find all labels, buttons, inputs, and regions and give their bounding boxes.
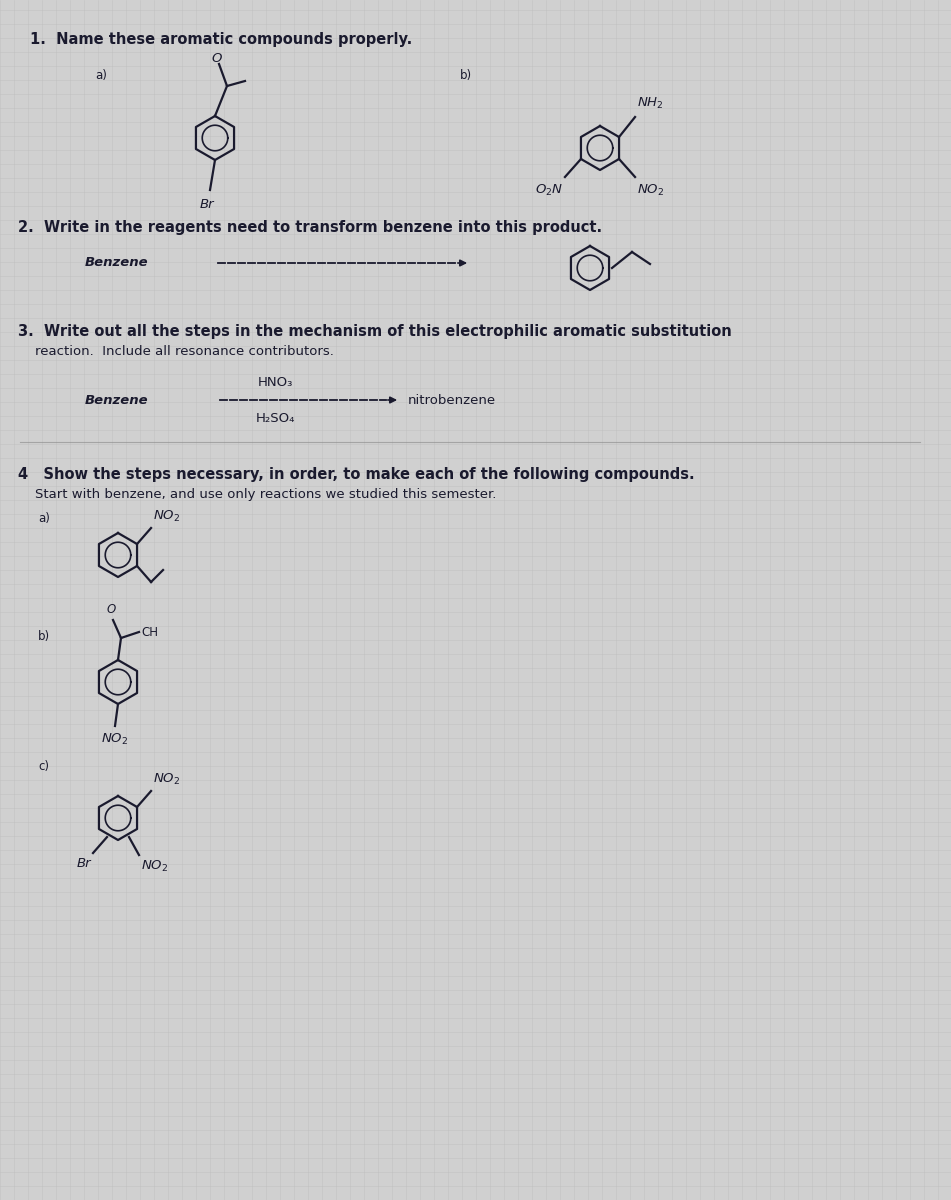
Text: a): a) (38, 512, 49, 526)
Text: $NO_2$: $NO_2$ (153, 772, 181, 787)
Text: $NO_2$: $NO_2$ (102, 732, 128, 748)
Text: 3.  Write out all the steps in the mechanism of this electrophilic aromatic subs: 3. Write out all the steps in the mechan… (18, 324, 731, 338)
Text: reaction.  Include all resonance contributors.: reaction. Include all resonance contribu… (18, 346, 334, 358)
Text: $NO_2$: $NO_2$ (637, 182, 665, 198)
Text: HNO₃: HNO₃ (258, 376, 293, 389)
Text: c): c) (38, 760, 49, 773)
Text: $NH_2$: $NH_2$ (637, 96, 664, 110)
Text: Br: Br (76, 857, 91, 870)
Text: Start with benzene, and use only reactions we studied this semester.: Start with benzene, and use only reactio… (18, 488, 496, 502)
Text: O: O (212, 52, 223, 65)
Text: H₂SO₄: H₂SO₄ (255, 412, 295, 425)
Text: Benzene: Benzene (85, 394, 148, 407)
Text: Benzene: Benzene (85, 257, 148, 270)
Text: $NO_2$: $NO_2$ (153, 509, 181, 524)
Text: b): b) (38, 630, 50, 643)
Text: O: O (107, 602, 116, 616)
Text: CH: CH (141, 625, 158, 638)
Text: b): b) (460, 68, 472, 82)
Text: 2.  Write in the reagents need to transform benzene into this product.: 2. Write in the reagents need to transfo… (18, 220, 602, 235)
Text: nitrobenzene: nitrobenzene (408, 394, 496, 407)
Text: 4   Show the steps necessary, in order, to make each of the following compounds.: 4 Show the steps necessary, in order, to… (18, 467, 694, 482)
Text: a): a) (95, 68, 107, 82)
Text: Br: Br (200, 198, 214, 211)
Text: $NO_2$: $NO_2$ (141, 859, 168, 874)
Text: 1.  Name these aromatic compounds properly.: 1. Name these aromatic compounds properl… (30, 32, 412, 47)
Text: $O_2N$: $O_2N$ (534, 182, 563, 198)
